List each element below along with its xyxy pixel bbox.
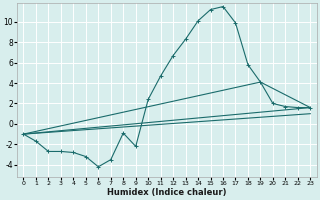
X-axis label: Humidex (Indice chaleur): Humidex (Indice chaleur) — [107, 188, 227, 197]
